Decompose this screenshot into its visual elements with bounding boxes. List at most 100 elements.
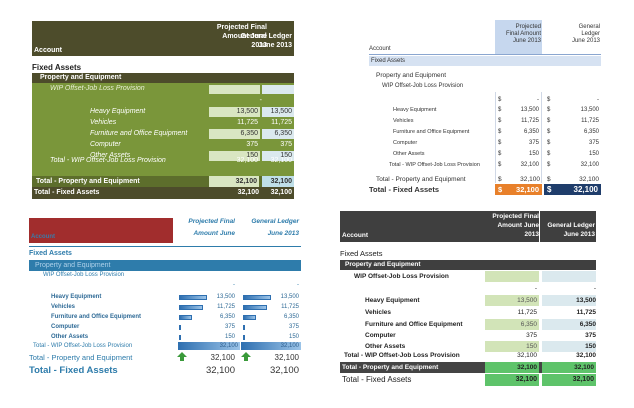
row-value-1: 150: [528, 151, 539, 157]
prop-equip-band: Property and Equipment: [340, 260, 596, 270]
row-dollar-2: $: [547, 107, 551, 113]
row-value-1: 6,350: [520, 321, 537, 328]
col1-header: Projected Final Amount June 2013: [505, 24, 541, 44]
row-dollar-2: $: [547, 140, 551, 146]
row-databar-2: [243, 335, 245, 340]
row-value-2: 375: [280, 141, 292, 148]
row-value-2: 6,350: [274, 130, 292, 137]
total-wip-label: Total - WIP Offset-Job Loss Provision: [389, 162, 480, 168]
row-databar-1: [179, 325, 181, 330]
prop-equip-band: Property and Equipment: [29, 260, 301, 271]
cell-bg-1: [485, 341, 539, 352]
wip-dash-2: -: [593, 285, 596, 292]
account-band: Account: [29, 218, 173, 243]
row-value-2: 150: [588, 151, 599, 157]
row-value-2: 13,500: [576, 297, 596, 304]
col-divider: [539, 211, 540, 242]
table-style-olive: Projected Final Amount June 2013 General…: [32, 21, 294, 199]
col1-guides: [495, 92, 542, 183]
row-label: Vehicles: [365, 309, 392, 316]
account-label: Account: [34, 47, 62, 54]
row-label: Computer: [365, 332, 396, 339]
row-dollar-1: $: [498, 107, 502, 113]
row-label: Computer: [51, 324, 80, 330]
row-value-2: 11,725: [581, 118, 599, 124]
total-wip-dollar-2: $: [547, 162, 551, 168]
wip-dash-1: -: [537, 97, 539, 103]
row-value-1: 150: [526, 343, 537, 350]
cell-bg-2: [262, 140, 294, 150]
row-label: Heavy Equipment: [393, 107, 437, 113]
account-label: Account: [342, 232, 368, 239]
row-dollar-1: $: [498, 129, 502, 135]
wip-dash-2: -: [597, 97, 599, 103]
row-value-1: 13,500: [520, 107, 539, 113]
row-databar-2: [243, 305, 267, 310]
total-fa-col1-cell: $ 32,100: [495, 184, 542, 195]
row-value-2: 11,725: [281, 304, 299, 310]
cell-bg-1: [485, 319, 539, 330]
row-databar-2: [243, 315, 256, 320]
header-rule: [29, 246, 301, 247]
table-style-dark: Projected Final Amount June 2013 General…: [340, 211, 596, 388]
fixed-assets-heading: Fixed Assets: [369, 56, 601, 66]
row-databar-1: [179, 295, 207, 300]
total-wip-dollar-1: $: [498, 162, 502, 168]
row-value-1: 11,725: [217, 304, 235, 310]
col1-header: Projected Final Amount June 2013: [492, 213, 539, 238]
account-label: Account: [369, 46, 391, 52]
row-value-2: 13,500: [280, 294, 299, 300]
total-fa-row: Total - Fixed Assets $ 32,100 $ 32,100: [369, 184, 601, 195]
row-value-1: 13,500: [216, 294, 235, 300]
total-wip-value-2: 32,100: [270, 157, 292, 164]
col1-header: Projected Final Amount June: [188, 218, 235, 237]
fixed-assets-heading: Fixed Assets: [340, 249, 383, 258]
cell-bg-1: [209, 107, 260, 117]
row-value-2: 6,350: [579, 321, 596, 328]
highlight-col2: [542, 271, 596, 282]
total-fa-row: Total - Fixed Assets 32,100 32,100: [342, 374, 596, 386]
row-value-2: 150: [288, 334, 299, 340]
col2-header: General Ledger June 2013: [251, 218, 299, 237]
row-label: Furniture and Office Equipment: [90, 130, 188, 137]
row-label: Furniture and Office Equipment: [51, 314, 142, 320]
row-label: Other Assets: [365, 343, 406, 350]
row-value-2: 150: [585, 343, 596, 350]
row-label: Vehicles: [51, 304, 76, 310]
row-label: Other Assets: [393, 151, 425, 157]
row-value-1: 6,350: [523, 129, 539, 135]
total-wip-bar-1: [178, 342, 240, 350]
wip-label: WIP Offset-Job Loss Provision: [382, 83, 464, 89]
table-style-maroon: Account Projected Final Amount June Gene…: [29, 213, 307, 378]
highlight-col1: [209, 85, 260, 94]
row-value-1: 150: [246, 152, 258, 159]
cell-bg-2: [262, 151, 294, 161]
fixed-assets-heading: Fixed Assets: [32, 63, 82, 72]
row-value-2: 150: [280, 152, 292, 159]
row-dollar-2: $: [547, 151, 551, 157]
row-databar-1: [179, 335, 181, 340]
row-value-1: 11,725: [521, 118, 539, 124]
row-dollar-2: $: [547, 118, 551, 124]
cell-bg-2: [542, 341, 596, 352]
row-dollar-2: $: [547, 129, 551, 135]
up-arrow-icon: [177, 352, 187, 361]
col2-header: General Ledger June 2013: [571, 24, 600, 44]
wip-label: WIP Offset-Job Loss Provision: [354, 273, 449, 280]
highlight-col1: [485, 271, 539, 282]
row-databar-2: [243, 325, 245, 330]
row-value-1: 11,725: [517, 309, 537, 316]
row-value-2: 375: [288, 324, 299, 330]
cell-bg-2: [262, 129, 294, 139]
row-label: Heavy Equipment: [90, 108, 146, 115]
row-dollar-1: $: [498, 118, 502, 124]
row-value-2: 13,500: [580, 107, 599, 113]
row-value-2: 6,350: [283, 314, 299, 320]
total-fa-row: Total - Fixed Assets 32,100 32,100: [29, 365, 299, 376]
row-databar-2: [243, 295, 271, 300]
cell-bg-2: [262, 118, 294, 128]
row-value-1: 375: [528, 140, 539, 146]
wip-dash-1: -: [534, 285, 537, 292]
total-wip-label: Total - WIP Offset-Job Loss Provision: [50, 157, 166, 164]
row-value-2: 11,725: [271, 119, 292, 126]
